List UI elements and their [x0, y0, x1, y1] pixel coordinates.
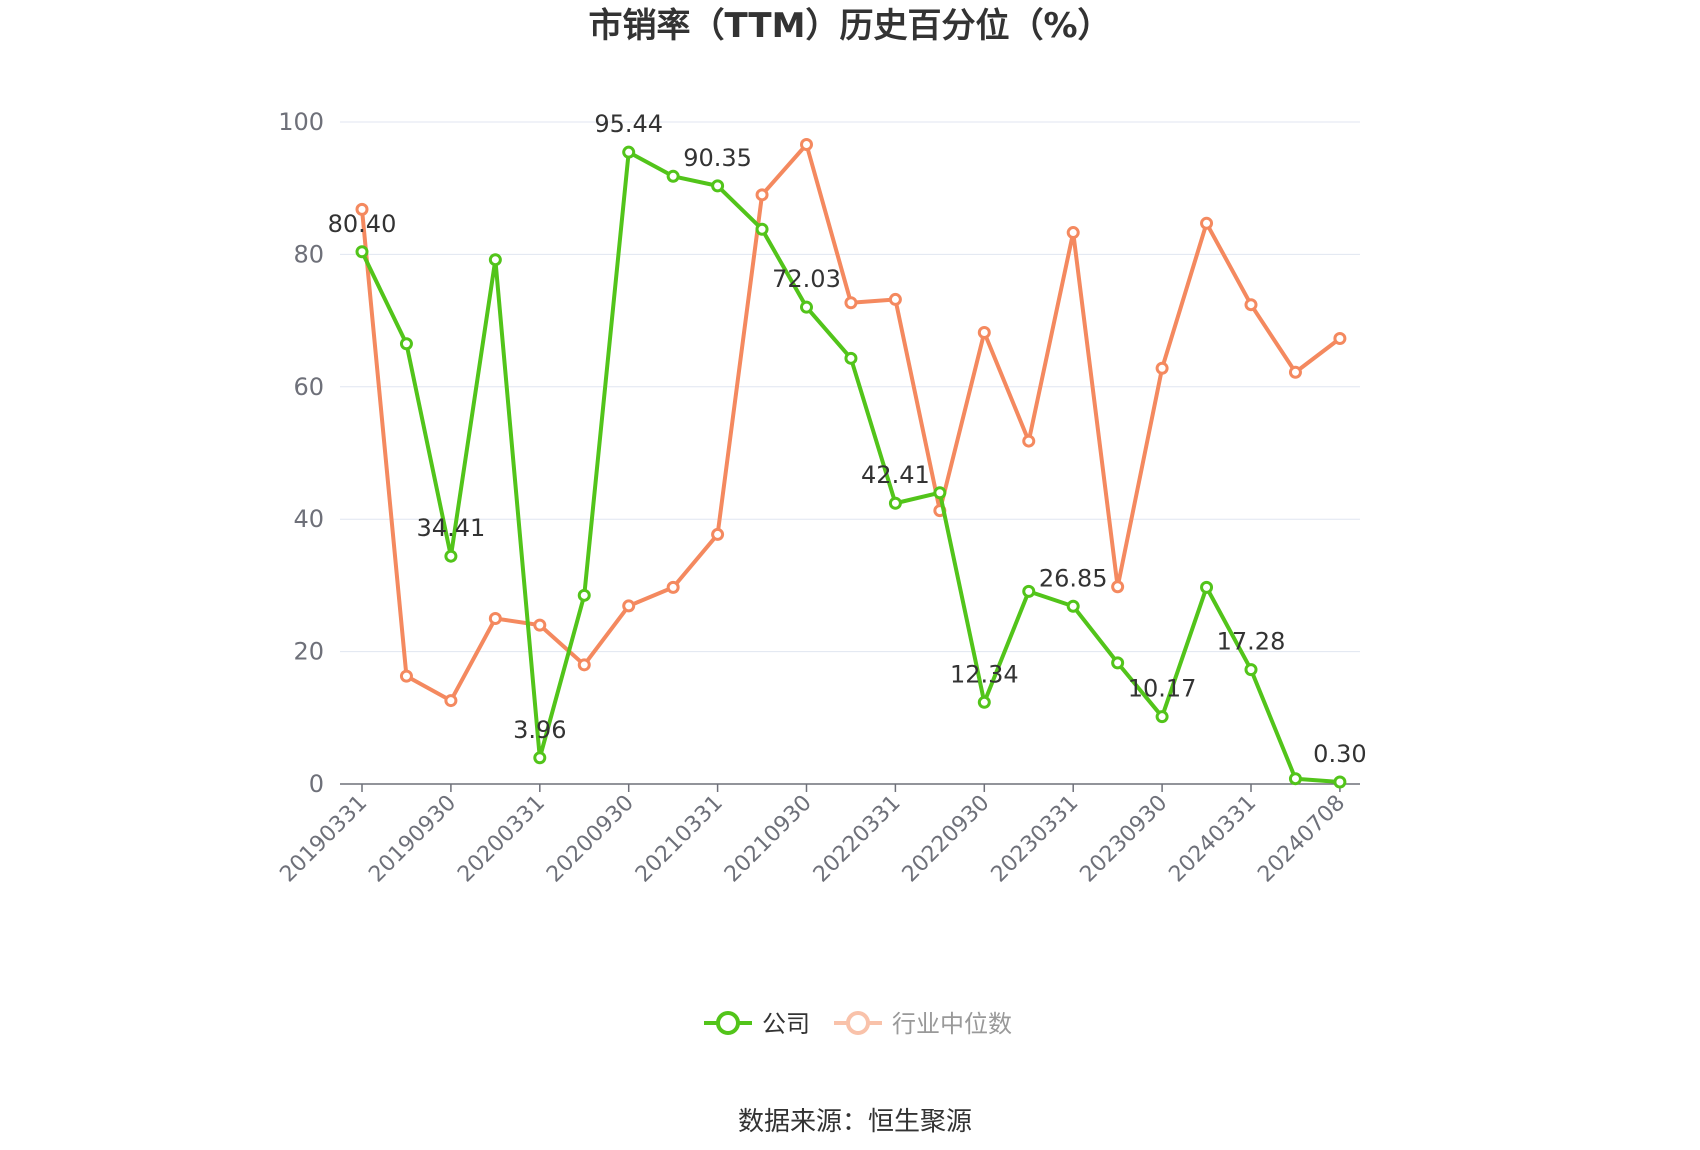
x-tick-label: 20240708: [1253, 791, 1350, 888]
data-point[interactable]: [355, 245, 369, 259]
data-point[interactable]: [800, 300, 813, 314]
y-tick-label: 100: [278, 108, 324, 136]
grid-lines: [340, 121, 1360, 653]
x-tick-label: 20230930: [1075, 791, 1172, 888]
data-point[interactable]: [1288, 772, 1302, 786]
data-point[interactable]: [1333, 331, 1347, 345]
legend-marker-company: [716, 1011, 740, 1035]
x-tick-label: 20190331: [275, 791, 372, 888]
data-point[interactable]: [622, 599, 636, 613]
data-point[interactable]: [977, 326, 991, 340]
series-company: [355, 145, 1347, 789]
legend-label-industry-median: 行业中位数: [892, 1010, 1012, 1038]
data-point[interactable]: [399, 669, 413, 683]
data-labels: 80.40 34.41 3.96 95.44 90.35 72.03 42.41 12.34 2…: [328, 110, 1367, 768]
data-label: 42.41: [861, 461, 930, 489]
y-tick-label: 40: [293, 505, 324, 533]
x-tick-label: 20210331: [631, 791, 728, 888]
x-tick-label: 20190930: [364, 791, 461, 888]
y-tick-label: 0: [309, 770, 324, 798]
chart-title: 市销率（TTM）历史百分位（%）: [588, 6, 1111, 46]
data-point[interactable]: [888, 292, 902, 306]
data-point[interactable]: [1288, 365, 1302, 379]
data-label: 17.28: [1217, 628, 1286, 656]
data-point[interactable]: [533, 618, 547, 632]
data-point[interactable]: [1155, 361, 1169, 375]
data-label: 80.40: [328, 210, 397, 238]
x-tick-label: 20240331: [1164, 791, 1261, 888]
x-tick-label: 20220331: [809, 791, 906, 888]
data-point[interactable]: [755, 222, 769, 236]
data-point[interactable]: [1155, 710, 1169, 724]
legend-marker-industry-median: [846, 1011, 870, 1035]
legend-item-industry-median[interactable]: 行业中位数: [834, 1010, 1012, 1038]
data-label: 95.44: [594, 110, 663, 138]
data-point[interactable]: [711, 179, 725, 193]
data-point[interactable]: [933, 486, 947, 500]
data-label: 34.41: [417, 514, 486, 542]
data-point[interactable]: [844, 296, 858, 310]
y-axis: 0 20 40 60 80 100: [278, 108, 324, 798]
legend-item-company[interactable]: 公司: [704, 1010, 810, 1038]
data-point[interactable]: [488, 612, 502, 625]
x-axis: 2019033120190930202003312020093020210331…: [275, 783, 1360, 888]
data-point[interactable]: [844, 351, 858, 365]
y-tick-label: 80: [293, 240, 324, 268]
data-label: 12.34: [950, 660, 1019, 688]
x-tick-label: 20210930: [720, 791, 817, 888]
data-point[interactable]: [666, 169, 680, 183]
x-tick-label: 20200331: [453, 791, 550, 888]
data-label: 72.03: [772, 265, 841, 293]
data-label: 10.17: [1128, 675, 1197, 703]
data-label: 90.35: [683, 144, 752, 172]
y-tick-label: 60: [293, 373, 324, 401]
data-point[interactable]: [444, 694, 458, 708]
data-point[interactable]: [711, 527, 725, 541]
data-point[interactable]: [1333, 775, 1347, 789]
series-group: [355, 138, 1347, 789]
data-point[interactable]: [977, 695, 991, 709]
data-point[interactable]: [666, 580, 680, 594]
x-tick-label: 20220930: [898, 791, 995, 888]
data-source: 数据来源：恒生聚源: [738, 1107, 972, 1137]
data-point[interactable]: [444, 549, 458, 563]
x-tick-label: 20200930: [542, 791, 639, 888]
data-point[interactable]: [577, 588, 591, 602]
x-tick-label: 20230331: [987, 791, 1084, 888]
data-point[interactable]: [1200, 216, 1214, 230]
data-point[interactable]: [399, 337, 413, 351]
data-point[interactable]: [1244, 663, 1258, 677]
data-point[interactable]: [1200, 580, 1214, 594]
data-point[interactable]: [622, 145, 636, 159]
data-point[interactable]: [755, 188, 769, 202]
data-point[interactable]: [355, 202, 369, 216]
data-point[interactable]: [1111, 580, 1125, 594]
data-point[interactable]: [800, 138, 813, 152]
legend[interactable]: 公司 行业中位数: [704, 1010, 1012, 1038]
data-point[interactable]: [577, 658, 591, 672]
data-label: 0.30: [1313, 740, 1366, 768]
legend-label-company: 公司: [762, 1010, 810, 1038]
data-point[interactable]: [1066, 599, 1080, 613]
data-point[interactable]: [488, 253, 502, 267]
data-point[interactable]: [1111, 656, 1125, 670]
data-point[interactable]: [888, 496, 902, 510]
data-point[interactable]: [533, 751, 547, 765]
data-label: 3.96: [513, 716, 566, 744]
data-point[interactable]: [1244, 298, 1258, 312]
data-point[interactable]: [1022, 584, 1036, 598]
y-tick-label: 20: [293, 638, 324, 666]
data-label: 26.85: [1039, 564, 1108, 592]
data-point[interactable]: [1066, 226, 1080, 240]
data-point[interactable]: [1022, 434, 1036, 448]
